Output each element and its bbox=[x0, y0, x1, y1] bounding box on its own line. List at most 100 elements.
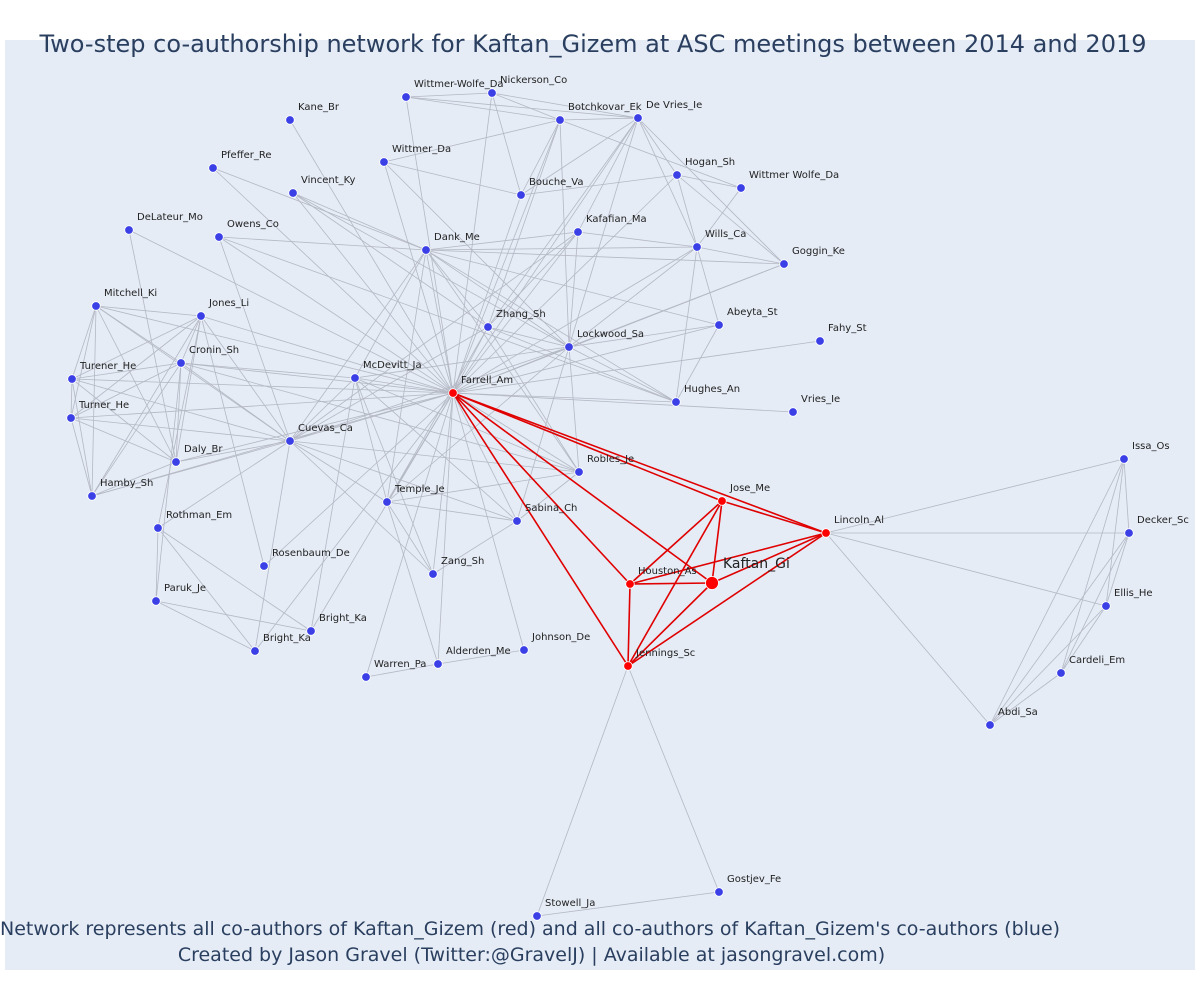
edge bbox=[405, 92, 493, 98]
edge bbox=[200, 315, 265, 567]
node-second[interactable] bbox=[512, 516, 522, 526]
edge bbox=[354, 377, 580, 473]
node-second[interactable] bbox=[379, 157, 389, 167]
node-second[interactable] bbox=[714, 887, 724, 897]
node-second[interactable] bbox=[350, 373, 360, 383]
node-second[interactable] bbox=[214, 232, 224, 242]
edge bbox=[491, 92, 561, 121]
node-second[interactable] bbox=[361, 672, 371, 682]
node-first[interactable] bbox=[623, 661, 633, 671]
edge bbox=[568, 117, 639, 348]
node-label: De Vries_Ie bbox=[646, 100, 702, 111]
node-second[interactable] bbox=[306, 626, 316, 636]
node-second[interactable] bbox=[532, 911, 542, 921]
node-second[interactable] bbox=[401, 92, 411, 102]
node-second[interactable] bbox=[433, 659, 443, 669]
edge bbox=[425, 249, 570, 348]
node-second[interactable] bbox=[671, 397, 681, 407]
edge bbox=[157, 527, 312, 632]
node-second[interactable] bbox=[692, 242, 702, 252]
node-second[interactable] bbox=[788, 407, 798, 417]
node-second[interactable] bbox=[250, 646, 260, 656]
node-first[interactable] bbox=[821, 528, 831, 538]
node-second[interactable] bbox=[151, 596, 161, 606]
node-second[interactable] bbox=[196, 311, 206, 321]
edge bbox=[487, 119, 561, 328]
edge bbox=[452, 246, 698, 394]
edge bbox=[627, 665, 720, 893]
edge bbox=[637, 117, 678, 176]
edge bbox=[155, 600, 256, 652]
edge bbox=[218, 236, 677, 403]
edge bbox=[452, 326, 489, 394]
node-first[interactable] bbox=[625, 579, 635, 589]
node-second[interactable] bbox=[259, 561, 269, 571]
node-second[interactable] bbox=[421, 245, 431, 255]
node-second[interactable] bbox=[779, 259, 789, 269]
edge bbox=[354, 377, 434, 575]
edge bbox=[289, 377, 356, 442]
node-second[interactable] bbox=[564, 342, 574, 352]
edge bbox=[254, 440, 291, 652]
node-second[interactable] bbox=[714, 320, 724, 330]
node-second[interactable] bbox=[67, 374, 77, 384]
node-second[interactable] bbox=[87, 491, 97, 501]
edge bbox=[487, 326, 570, 348]
edge bbox=[95, 305, 291, 442]
edge bbox=[637, 117, 698, 248]
node-second[interactable] bbox=[428, 569, 438, 579]
node-first[interactable] bbox=[448, 388, 458, 398]
edge bbox=[175, 362, 182, 463]
edge bbox=[218, 236, 427, 251]
node-second[interactable] bbox=[153, 523, 163, 533]
edge bbox=[155, 600, 312, 632]
node-second[interactable] bbox=[171, 457, 181, 467]
node-second[interactable] bbox=[1056, 668, 1066, 678]
edge bbox=[676, 174, 698, 248]
first-degree-edge bbox=[627, 582, 713, 667]
node-second[interactable] bbox=[985, 720, 995, 730]
node-second[interactable] bbox=[176, 358, 186, 368]
node-first[interactable] bbox=[717, 496, 727, 506]
node-second[interactable] bbox=[285, 115, 295, 125]
edge bbox=[425, 249, 785, 265]
node-second[interactable] bbox=[672, 170, 682, 180]
edge bbox=[218, 236, 291, 442]
node-second[interactable] bbox=[633, 113, 643, 123]
node-second[interactable] bbox=[66, 413, 76, 423]
node-second[interactable] bbox=[124, 225, 134, 235]
node-second[interactable] bbox=[1124, 528, 1134, 538]
node-second[interactable] bbox=[555, 115, 565, 125]
edge bbox=[386, 501, 439, 665]
node-label: Lincoln_Al bbox=[834, 515, 884, 526]
node-second[interactable] bbox=[519, 645, 529, 655]
node-second[interactable] bbox=[1119, 454, 1129, 464]
edge bbox=[1105, 532, 1130, 607]
node-label: Sabina_Ch bbox=[525, 503, 577, 514]
node-second[interactable] bbox=[91, 301, 101, 311]
node-second[interactable] bbox=[736, 183, 746, 193]
node-second[interactable] bbox=[516, 190, 526, 200]
node-second[interactable] bbox=[487, 88, 497, 98]
node-second[interactable] bbox=[815, 336, 825, 346]
focal-node[interactable] bbox=[705, 576, 719, 590]
node-label: Decker_Sc bbox=[1137, 515, 1189, 526]
node-second[interactable] bbox=[573, 227, 583, 237]
edge bbox=[289, 249, 427, 442]
edge bbox=[70, 417, 93, 497]
edge bbox=[365, 392, 454, 678]
edge bbox=[536, 891, 720, 917]
edge bbox=[568, 231, 579, 348]
node-label: Abeyta_St bbox=[727, 307, 778, 318]
node-second[interactable] bbox=[285, 436, 295, 446]
first-degree-edge bbox=[711, 500, 723, 584]
edge bbox=[386, 249, 427, 503]
node-second[interactable] bbox=[483, 322, 493, 332]
node-second[interactable] bbox=[1101, 601, 1111, 611]
node-second[interactable] bbox=[208, 163, 218, 173]
node-second[interactable] bbox=[288, 188, 298, 198]
edge bbox=[405, 96, 454, 394]
node-label: Gostjev_Fe bbox=[727, 874, 781, 885]
node-second[interactable] bbox=[382, 497, 392, 507]
node-second[interactable] bbox=[574, 467, 584, 477]
